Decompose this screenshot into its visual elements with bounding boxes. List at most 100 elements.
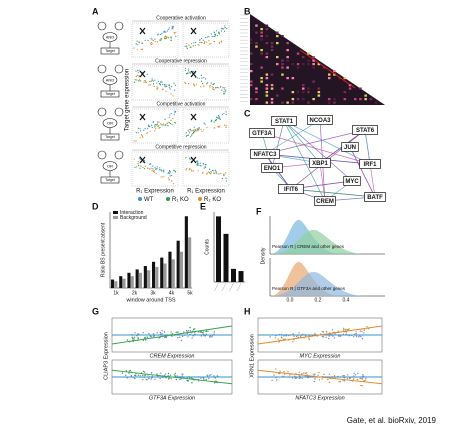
scatter-dot — [156, 41, 158, 43]
heat-cell — [343, 77, 347, 80]
scatter-dot — [189, 71, 191, 73]
scatter-dot — [166, 30, 168, 32]
scatter-dot — [211, 119, 213, 121]
heat-cell — [338, 77, 341, 80]
scatter-dot — [352, 336, 355, 338]
diag-line — [299, 49, 356, 89]
scatter-dot — [183, 331, 185, 333]
scatter-dot — [163, 36, 166, 38]
scatter-dot — [139, 137, 141, 139]
scatter-dot — [279, 372, 281, 375]
scatter-dot — [225, 180, 228, 182]
scatter-dot — [357, 372, 359, 375]
scatter-dot — [168, 169, 171, 172]
scatter-dot — [325, 336, 327, 339]
scatter-dot — [213, 35, 216, 38]
x-tick-label: 0.0 — [287, 297, 294, 303]
scatter-dot — [213, 31, 216, 33]
heat-cell — [317, 87, 321, 90]
gene-node: JUN — [344, 145, 356, 151]
scatter-dot — [361, 384, 363, 387]
scatter-dot — [200, 129, 202, 131]
legend-label: Background — [120, 215, 147, 221]
scatter-dot — [198, 127, 200, 129]
x-cross — [190, 70, 197, 78]
scatter-dot — [169, 374, 172, 377]
scatter-dot — [167, 172, 170, 174]
scatter-dot — [305, 335, 307, 337]
scatter-dot — [146, 73, 148, 75]
scatter-dot — [188, 168, 190, 170]
node-box — [352, 125, 378, 135]
bar — [122, 278, 126, 288]
scatter-box — [182, 108, 230, 144]
scatter-dot — [185, 132, 187, 134]
scatter-dot — [139, 167, 141, 169]
heat-cell — [276, 56, 279, 59]
scatter-dot — [214, 169, 216, 171]
scatter-dot — [137, 374, 139, 376]
scatter-dot — [150, 43, 152, 46]
scatter-dot — [171, 28, 173, 30]
gate-label: AND — [106, 78, 115, 83]
target-label: Target — [105, 178, 115, 182]
scatter-dot — [173, 183, 175, 185]
scatter-dot — [200, 165, 202, 167]
scatter-dot — [361, 337, 364, 340]
heat-cell — [255, 45, 258, 48]
scatter-dot — [193, 129, 195, 131]
scatter-dot — [138, 79, 141, 81]
heat-cell — [265, 84, 269, 87]
target-label: Target — [105, 135, 115, 139]
scatter-dot — [187, 134, 190, 136]
scatter-dot — [342, 327, 345, 330]
scatter-dot — [150, 378, 152, 380]
scatter-dot — [218, 126, 220, 129]
x-tick — [214, 282, 219, 292]
scatter-dot — [283, 335, 285, 337]
scatter-dot — [193, 83, 195, 85]
scatter-dot — [298, 377, 300, 380]
scatter-dot — [189, 129, 191, 131]
scatter-dot — [161, 38, 163, 40]
scatter-dot — [210, 82, 212, 84]
gene-node: GTF3A — [252, 131, 272, 137]
heat-cell — [302, 87, 305, 90]
scatter-dot — [154, 41, 156, 43]
heat-cell — [302, 91, 305, 94]
scatter-dot — [148, 168, 151, 170]
scatter-dot — [225, 111, 227, 113]
scatter-dot — [193, 42, 195, 44]
heat-cell — [281, 63, 284, 66]
scatter-dot — [213, 82, 216, 85]
scatter-dot — [219, 118, 221, 120]
scatter-dot — [152, 168, 154, 170]
scatter-dot — [161, 330, 163, 332]
scatter-dot — [152, 83, 155, 85]
scatter-dot — [154, 130, 156, 132]
scatter-dot — [279, 370, 281, 372]
scatter-dot — [151, 124, 153, 126]
bar — [168, 251, 172, 288]
scatter-dot — [193, 131, 195, 133]
scatter-dot — [200, 377, 202, 379]
heat-cell — [255, 42, 258, 45]
scatter-dot — [154, 124, 156, 126]
scatter-dot — [156, 82, 158, 84]
scatter-dot — [216, 34, 218, 37]
scatter-dot — [168, 116, 170, 118]
scatter-dot — [170, 377, 172, 380]
scatter-dot — [292, 333, 294, 335]
heat-cell — [281, 66, 284, 69]
gene-node: BATF — [367, 195, 383, 201]
scatter-box — [182, 22, 230, 58]
heat-cell — [333, 101, 336, 104]
scatter-dot — [155, 168, 157, 170]
heat-cell — [291, 101, 295, 104]
scatter-dot — [205, 379, 207, 381]
heat-cell — [359, 98, 362, 101]
scatter-dot — [160, 169, 162, 171]
scatter-dot — [135, 140, 137, 142]
scatter-dot — [206, 374, 208, 376]
heat-cell — [302, 63, 305, 66]
